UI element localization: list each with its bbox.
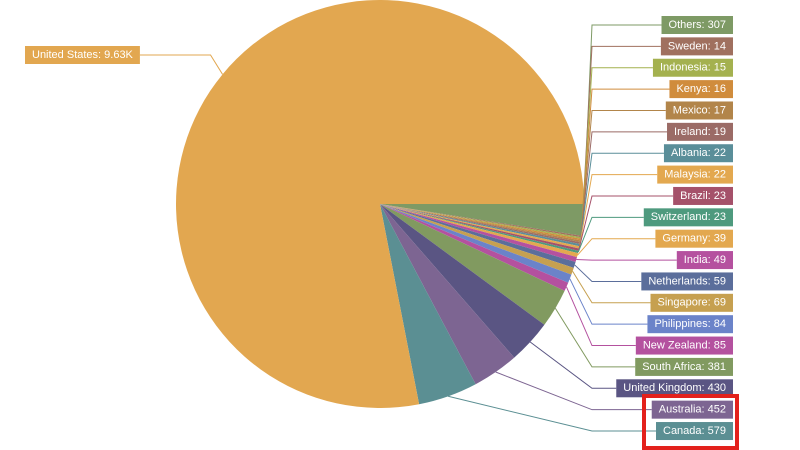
label-box	[652, 58, 733, 77]
leader-line	[577, 216, 644, 253]
slice	[380, 204, 476, 405]
slice	[380, 204, 578, 258]
slice	[380, 204, 569, 291]
slice	[380, 204, 579, 254]
leader-line	[580, 88, 670, 240]
slice	[176, 0, 584, 408]
label-box	[650, 293, 733, 312]
data-label: Germany: 39	[662, 233, 726, 245]
label-box	[663, 144, 733, 163]
leader-line	[495, 371, 652, 411]
data-label: Albania: 22	[671, 147, 726, 159]
leader-line	[582, 24, 662, 220]
slice	[380, 204, 581, 245]
highlight-box	[642, 394, 739, 450]
leader-line	[554, 308, 636, 368]
slice	[380, 204, 581, 247]
leader-line	[578, 195, 674, 250]
label-box	[635, 357, 733, 376]
slice	[380, 204, 574, 275]
data-label: Mexico: 17	[673, 104, 726, 116]
leader-line	[569, 278, 648, 325]
leader-line	[574, 264, 642, 282]
label-box	[643, 208, 733, 227]
slice	[380, 204, 576, 268]
leader-line	[579, 131, 668, 244]
label-box	[641, 272, 733, 291]
label-box	[656, 422, 733, 441]
label-box	[635, 336, 733, 355]
data-label: Philippines: 84	[654, 318, 726, 330]
label-box	[651, 400, 733, 419]
slice	[380, 204, 581, 243]
slice	[380, 204, 572, 283]
leader-line	[447, 395, 656, 432]
data-label: Malaysia: 22	[664, 168, 726, 180]
slice	[380, 204, 565, 325]
leader-line	[579, 152, 664, 246]
label-box	[669, 80, 733, 99]
data-label: Australia: 452	[659, 404, 726, 416]
label-box	[667, 122, 733, 141]
data-label: Indonesia: 15	[660, 62, 726, 74]
data-label: Singapore: 69	[658, 297, 727, 309]
leader-line	[529, 341, 617, 389]
leader-line	[580, 45, 661, 237]
data-label: Brazil: 23	[680, 190, 726, 202]
pie	[176, 0, 585, 408]
data-label: United States: 9.63K	[32, 49, 134, 61]
data-label: New Zealand: 85	[643, 339, 726, 351]
leader-line	[580, 109, 666, 242]
data-label: Netherlands: 59	[648, 275, 726, 287]
slice	[380, 204, 582, 238]
data-label: Others: 307	[669, 19, 726, 31]
label-box	[25, 46, 140, 64]
leader-line	[576, 259, 677, 261]
leader-line	[565, 286, 636, 347]
data-label: United Kingdom: 430	[623, 382, 726, 394]
data-label: Sweden: 14	[668, 40, 726, 52]
label-box	[673, 186, 733, 205]
slice	[380, 204, 580, 249]
label-box	[657, 165, 733, 184]
data-label: Switzerland: 23	[651, 211, 726, 223]
leader-line	[577, 238, 656, 256]
data-label: South Africa: 381	[642, 361, 726, 373]
slice	[380, 204, 585, 236]
labels: Others: 307 Sweden: 14 Indonesia: 15 Kenya:…	[25, 16, 733, 441]
label-box	[655, 229, 733, 248]
leader-line	[578, 174, 658, 248]
label-box	[647, 315, 733, 334]
leader-line	[572, 270, 651, 304]
slice	[380, 204, 545, 358]
slice	[380, 204, 582, 241]
label-box	[660, 37, 733, 56]
label-box	[665, 101, 733, 120]
slice	[380, 204, 580, 251]
data-label: India: 49	[684, 254, 726, 266]
data-label: Ireland: 19	[674, 126, 726, 138]
slice	[380, 204, 515, 385]
label-box	[676, 251, 733, 270]
data-label: Kenya: 16	[676, 83, 726, 95]
data-label: Canada: 579	[663, 425, 726, 437]
leader-line	[139, 54, 223, 75]
label-box	[616, 379, 733, 398]
slice	[380, 204, 577, 263]
label-box	[661, 16, 733, 34]
slice	[380, 204, 582, 239]
